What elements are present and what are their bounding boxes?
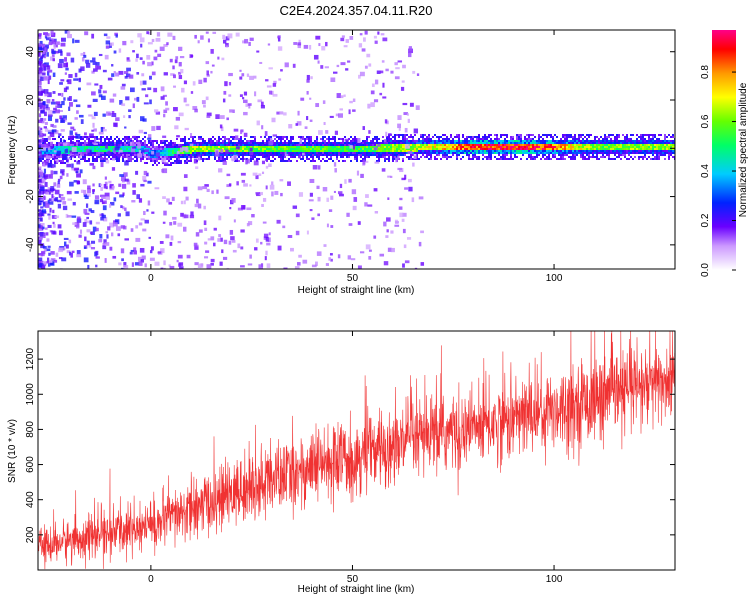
x-tick-label: 0 [148,574,154,585]
y-tick-label: 1200 [25,348,36,371]
y-tick-label: 400 [25,491,36,508]
colorbar-tick-label: 0.4 [700,164,711,178]
y-tick-label: -40 [25,237,36,252]
y-tick-label: -20 [25,189,36,204]
y-tick-label: 800 [25,421,36,438]
snr-axes: 0 50 100 200 400 600 800 1000 1200 [25,331,675,585]
x-tick-label: 50 [347,273,359,284]
colorbar-tick-label: 0.6 [700,114,711,128]
x-tick-label: 0 [148,273,154,284]
colorbar-ticks: 0.0 0.2 0.4 0.6 0.8 [700,65,736,277]
colorbar-tick-label: 0.8 [700,65,711,79]
colorbar-tick-label: 0.0 [700,263,711,277]
colorbar-gradient [712,30,736,270]
spectrogram-axes: 0 50 100 -40 -20 0 20 40 [25,30,675,284]
colorbar-label: Normalized spectral amplitude [738,82,749,217]
y-tick-label: 20 [25,94,36,106]
colorbar: 0.0 0.2 0.4 0.6 0.8 Normalized spectral ampl… [700,30,749,277]
colorbar-tick-label: 0.2 [700,213,711,227]
spectrogram-panel: 0 50 100 -40 -20 0 20 40 Height of straight lin… [7,29,676,296]
y-tick-label: 0 [25,145,36,151]
spectrogram-x-label: Height of straight line (km) [298,285,415,296]
spectrogram-frame [37,29,676,270]
x-tick-label: 100 [546,273,563,284]
x-tick-label: 100 [546,574,563,585]
y-tick-label: 600 [25,456,36,473]
figure-title: C2E4.2024.357.04.11.R20 [280,3,433,18]
snr-series-line [38,331,675,570]
snr-x-label: Height of straight line (km) [298,584,415,595]
snr-panel: 0 50 100 200 400 600 800 1000 1200 Height of str… [7,330,676,595]
x-tick-label: 50 [347,574,359,585]
spectrogram-y-label: Frequency (Hz) [7,116,18,185]
y-tick-label: 200 [25,526,36,543]
y-tick-label: 40 [25,46,36,58]
snr-y-label: SNR (10 * v/v) [7,419,18,483]
snr-frame [37,330,676,571]
spectrogram-cells [38,30,675,269]
y-tick-label: 1000 [25,383,36,406]
